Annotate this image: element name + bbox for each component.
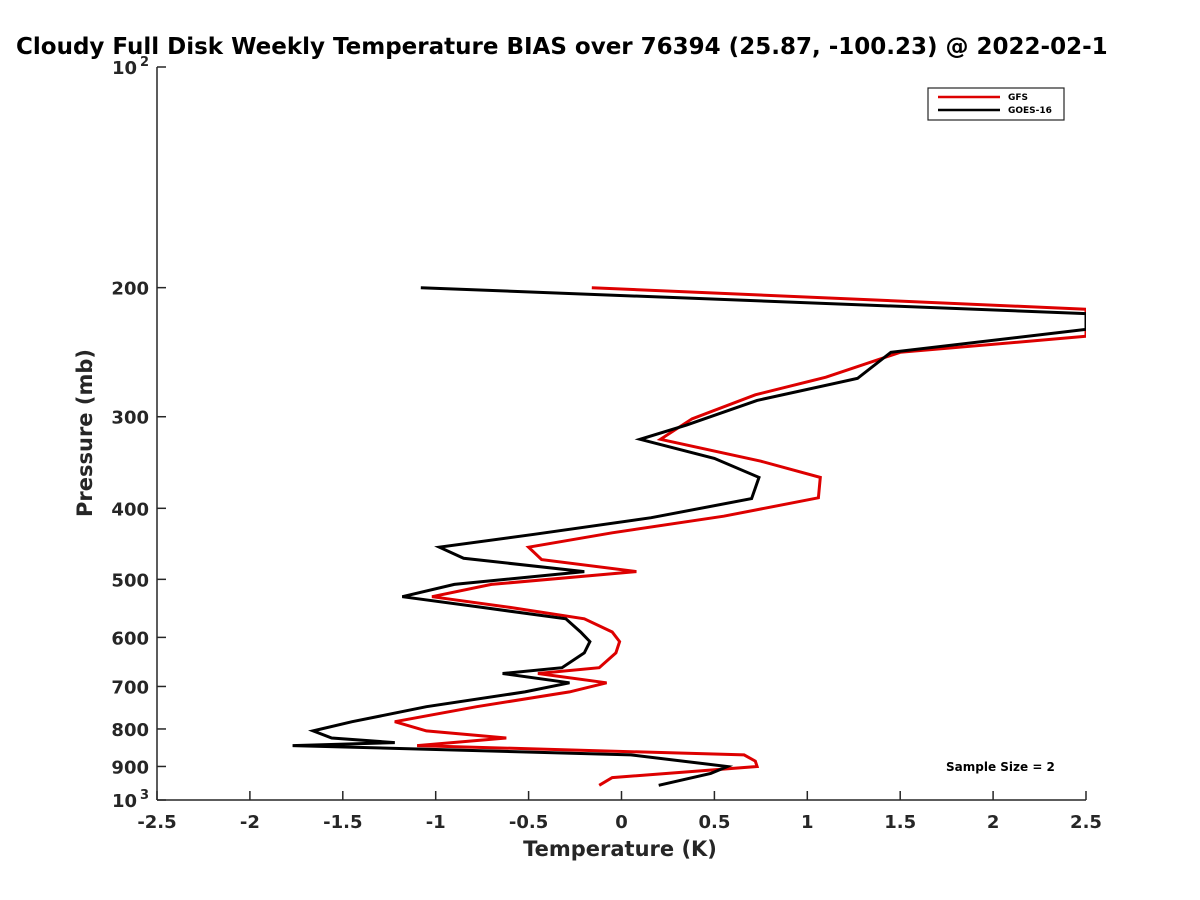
y-tick-label: 900 (111, 757, 149, 778)
y-tick-label: 300 (111, 408, 149, 429)
x-tick-label: 2.5 (1070, 812, 1102, 833)
series-line-gfs (394, 286, 1086, 787)
y-tick-exponent: 3 (140, 788, 149, 803)
y-tick-label: 500 (111, 570, 149, 591)
y-tick-label: 200 (111, 279, 149, 300)
x-tick-label: 2 (987, 812, 1000, 833)
x-tick-label: -2.5 (137, 812, 176, 833)
x-tick-label: -2 (240, 812, 260, 833)
y-tick-label: 10 (112, 791, 137, 812)
series-line-goes-16 (292, 286, 1086, 787)
legend-label: GOES-16 (1008, 106, 1052, 116)
y-tick-label: 10 (112, 58, 137, 79)
x-axis-label: Temperature (K) (523, 837, 717, 861)
chart-title: Cloudy Full Disk Weekly Temperature BIAS… (16, 34, 1108, 60)
x-tick-label: 1.5 (884, 812, 916, 833)
legend: GFS GOES-16 (927, 87, 1065, 121)
x-tick-label: 0.5 (698, 812, 730, 833)
y-tick-label: 600 (111, 628, 149, 649)
x-tick-label: 0 (615, 812, 628, 833)
legend-box (927, 87, 1065, 121)
y-axis-label: Pressure (mb) (73, 349, 97, 517)
y-tick-label: 400 (111, 499, 149, 520)
y-tick-label: 800 (111, 720, 149, 741)
x-tick-label: -0.5 (509, 812, 548, 833)
x-ticks: -2.5 -2 -1.5 -1 -0.5 0 0.5 1 1.5 2 2.5 (137, 791, 1102, 833)
x-tick-label: -1.5 (323, 812, 362, 833)
plot-lines (292, 286, 1086, 787)
x-tick-label: 1 (801, 812, 814, 833)
x-tick-label: -1 (426, 812, 446, 833)
legend-label: GFS (1008, 93, 1028, 103)
sample-size-annotation: Sample Size = 2 (946, 760, 1055, 774)
y-tick-exponent: 2 (140, 55, 149, 70)
y-tick-label: 700 (111, 677, 149, 698)
